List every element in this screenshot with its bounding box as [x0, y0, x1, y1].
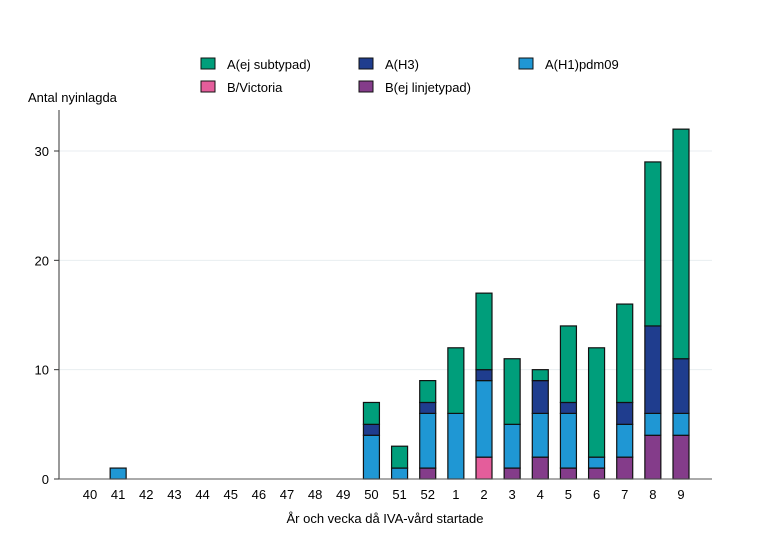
bar-segment-b-ej-linjetypad- [672, 434, 690, 480]
x-tick-label: 49 [336, 487, 350, 502]
x-tick-label: 41 [111, 487, 125, 502]
bar-segment-a-h1-pdm09 [475, 380, 493, 458]
bar-segment-a-h1-pdm09 [559, 412, 578, 469]
x-tick-label: 7 [621, 487, 628, 502]
legend-label: B(ej linjetypad) [385, 80, 471, 95]
x-tick-label: 42 [139, 487, 153, 502]
bar-segment-a-ej-subtypad- [390, 445, 409, 469]
bar-segment-a-ej-subtypad- [672, 128, 690, 360]
bar-segment-a-h1-pdm09 [531, 412, 549, 458]
bar-segment-b-ej-linjetypad- [419, 467, 437, 480]
legend-swatch [358, 80, 374, 93]
y-tick-label: 0 [42, 472, 49, 487]
legend-swatch [200, 57, 216, 70]
bar-segment-a-h1-pdm09 [616, 423, 634, 458]
bar-segment-b-ej-linjetypad- [559, 467, 578, 480]
x-tick-label: 45 [223, 487, 237, 502]
x-tick-label: 4 [537, 487, 544, 502]
legend-swatch [518, 57, 534, 70]
bar-segment-a-h3- [362, 423, 381, 436]
bar-segment-a-h1-pdm09 [587, 456, 606, 469]
bar-segment-a-h1-pdm09 [390, 467, 409, 480]
x-tick-label: 6 [593, 487, 600, 502]
bar-segment-a-h3- [672, 358, 690, 415]
bar-segment-a-ej-subtypad- [362, 401, 381, 425]
legend-swatch [358, 57, 374, 70]
bar-segment-a-ej-subtypad- [616, 303, 634, 404]
bar-segment-a-ej-subtypad- [475, 292, 493, 371]
x-tick-label: 9 [677, 487, 684, 502]
bar-segment-a-ej-subtypad- [447, 347, 465, 414]
y-tick-label: 10 [35, 363, 49, 378]
bar-segment-a-h1-pdm09 [503, 423, 521, 469]
bar-segment-a-h3- [419, 401, 437, 415]
legend-label: A(ej subtypad) [227, 57, 311, 72]
x-tick-label: 44 [195, 487, 209, 502]
bar-segment-a-h3- [475, 369, 493, 382]
x-axis-title: År och vecka då IVA-vård startade [286, 511, 483, 526]
bar-segment-a-h3- [559, 401, 578, 415]
bar-segment-b-victoria [475, 456, 493, 480]
bar-segment-a-h1-pdm09 [447, 412, 465, 480]
x-tick-label: 1 [452, 487, 459, 502]
bar-segment-a-ej-subtypad- [503, 358, 521, 425]
x-tick-label: 43 [167, 487, 181, 502]
bar-segment-b-ej-linjetypad- [531, 456, 549, 480]
x-tick-label: 46 [252, 487, 266, 502]
bar-segment-b-ej-linjetypad- [587, 467, 606, 480]
x-tick-label: 2 [480, 487, 487, 502]
x-tick-label: 47 [280, 487, 294, 502]
bar-segment-a-h3- [616, 401, 634, 425]
bar-segment-a-ej-subtypad- [419, 380, 437, 404]
bar-segment-a-h3- [644, 325, 662, 414]
x-tick-label: 8 [649, 487, 656, 502]
x-tick-label: 48 [308, 487, 322, 502]
bar-segment-a-h1-pdm09 [672, 412, 690, 436]
bar-segment-a-ej-subtypad- [644, 161, 662, 327]
x-tick-label: 51 [392, 487, 406, 502]
bar-segment-b-ej-linjetypad- [503, 467, 521, 480]
x-tick-label: 5 [565, 487, 572, 502]
bar-segment-a-h1-pdm09 [362, 434, 381, 480]
bar-segment-a-ej-subtypad- [559, 325, 578, 404]
y-axis-title: Antal nyinlagda [28, 90, 118, 105]
x-tick-label: 50 [364, 487, 378, 502]
bar-segment-b-ej-linjetypad- [644, 434, 662, 480]
y-tick-label: 20 [35, 253, 49, 268]
legend-label: A(H1)pdm09 [545, 57, 619, 72]
bar-segment-a-h1-pdm09 [109, 467, 127, 480]
legend-swatch [200, 80, 216, 93]
x-tick-label: 3 [509, 487, 516, 502]
bar-segment-a-h1-pdm09 [644, 412, 662, 436]
legend-label: A(H3) [385, 57, 419, 72]
x-tick-label: 52 [420, 487, 434, 502]
bar-segment-a-h3- [531, 380, 549, 415]
legend-label: B/Victoria [227, 80, 283, 95]
x-tick-label: 40 [83, 487, 97, 502]
bar-segment-a-h1-pdm09 [419, 412, 437, 469]
bar-segment-a-ej-subtypad- [587, 347, 606, 458]
y-tick-label: 30 [35, 144, 49, 159]
bar-segment-b-ej-linjetypad- [616, 456, 634, 480]
bar-segment-a-ej-subtypad- [531, 369, 549, 382]
